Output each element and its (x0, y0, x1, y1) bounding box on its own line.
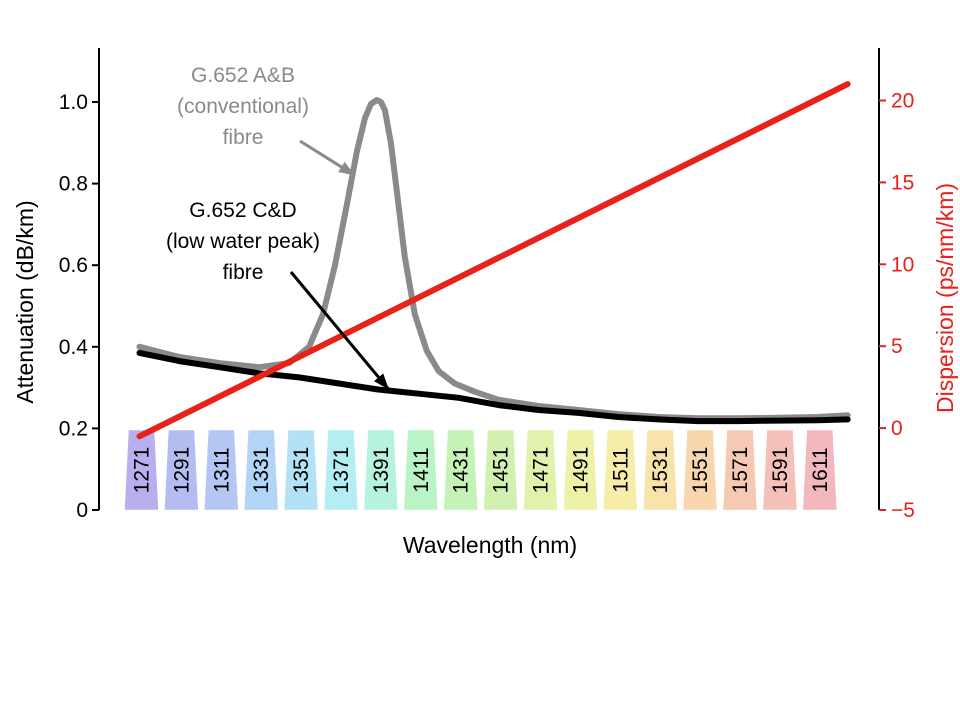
annotation-line: G.652 C&D (189, 199, 296, 222)
right-tick-label: −5 (891, 499, 915, 522)
channel-band-label: 1571 (729, 447, 752, 494)
channel-band-label: 1411 (410, 447, 433, 492)
channel-band-label: 1351 (290, 447, 313, 494)
channel-band-fill (762, 429, 798, 511)
axis-titles: Wavelength (nm) Attenuation (dB/km) Disper… (12, 183, 958, 558)
channel-band-label: 1471 (529, 447, 552, 494)
left-tick-label: 0.4 (59, 336, 89, 359)
annotation-arrow-shaft (289, 271, 391, 391)
left-tick-label: 0.6 (59, 254, 88, 277)
channel-band-fill (283, 429, 319, 511)
channel-band-fill (363, 429, 399, 511)
data-series (136, 81, 851, 440)
left-tick-label: 0.8 (59, 173, 88, 196)
channel-band: 1471 (523, 429, 558, 511)
right-tick-label: 5 (891, 335, 903, 358)
annotation-line: fibre (223, 261, 264, 284)
x-axis-title: Wavelength (nm) (403, 532, 577, 558)
right-tick-label: 0 (891, 417, 903, 440)
channel-band: 1271 (124, 429, 159, 511)
channel-band: 1551 (682, 429, 718, 511)
channel-band: 1411 (403, 429, 439, 511)
channel-band-label: 1271 (130, 447, 153, 494)
annotation: G.652 C&D (low water peak) fibre (166, 199, 391, 391)
channel-band-label: 1391 (370, 447, 393, 494)
channel-band-label: 1531 (649, 447, 672, 494)
channel-band: 1431 (443, 429, 478, 511)
channel-band-label: 1511 (609, 447, 632, 492)
annotation: G.652 A&B (conventional) fibre (177, 64, 356, 177)
annotation-line: fibre (223, 126, 264, 149)
channel-band: 1311 (204, 429, 239, 511)
left-tick-label: 0.2 (59, 417, 88, 440)
channel-band-fill (443, 429, 478, 511)
channel-band-label: 1311 (210, 447, 233, 492)
channel-band: 1291 (164, 429, 199, 511)
channel-band: 1591 (762, 429, 798, 511)
channel-band-fill (403, 429, 439, 511)
axes: 0 0.2 0.4 0.6 0.8 1.0 −5 0 5 10 15 20 (59, 48, 915, 522)
channel-band-fill (802, 429, 838, 511)
channel-band: 1531 (642, 429, 678, 511)
cwdm-channel-bands: 1271 1291 1311 1331 1351 1371 1391 1411 1431 1451… (124, 429, 838, 511)
right-axis-title: Dispersion (ps/nm/km) (932, 183, 958, 413)
right-tick-label: 20 (891, 90, 914, 113)
channel-band-label: 1591 (769, 447, 792, 494)
channel-band-label: 1491 (569, 447, 592, 494)
annotation-arrow-head (338, 161, 355, 176)
left-tick-label: 1.0 (59, 91, 88, 114)
channel-band: 1491 (563, 429, 598, 511)
channel-band-fill (682, 429, 718, 511)
channel-band-fill (603, 429, 638, 511)
annotation-line: G.652 A&B (191, 64, 295, 87)
channel-band-label: 1331 (250, 447, 273, 494)
channel-band: 1351 (283, 429, 319, 511)
channel-band-fill (204, 429, 239, 511)
right-tick-label: 15 (891, 171, 914, 194)
left-axis-title: Attenuation (dB/km) (12, 200, 38, 403)
channel-band-fill (642, 429, 678, 511)
annotation-line: (low water peak) (166, 230, 320, 253)
right-tick-label: 10 (891, 253, 914, 276)
channel-band-fill (523, 429, 558, 511)
channel-band-label: 1371 (330, 447, 353, 494)
left-tick-label: 0 (76, 499, 88, 522)
channel-band-fill (483, 429, 518, 511)
channel-band-fill (164, 429, 199, 511)
channel-band-label: 1291 (170, 447, 193, 494)
channel-band: 1611 (802, 429, 838, 511)
series-line-dispersion (136, 81, 851, 440)
annotation-arrow-head (374, 373, 389, 390)
channel-band: 1371 (323, 429, 359, 511)
channel-band-fill (243, 429, 279, 511)
channel-band-label: 1451 (490, 447, 513, 494)
channel-band: 1571 (722, 429, 758, 511)
channel-band-fill (722, 429, 758, 511)
annotation-line: (conventional) (177, 95, 309, 118)
channel-band-fill (323, 429, 359, 511)
channel-band-label: 1611 (809, 447, 832, 492)
channel-band-label: 1431 (450, 447, 473, 494)
channel-band: 1451 (483, 429, 518, 511)
annotations: G.652 A&B (conventional) fibre G.652 C&D (lo… (166, 64, 391, 391)
channel-band: 1391 (363, 429, 399, 511)
channel-band: 1331 (243, 429, 279, 511)
channel-band-fill (563, 429, 598, 511)
channel-band: 1511 (603, 429, 638, 511)
series-line-g652cd (136, 349, 851, 425)
channel-band-label: 1551 (689, 447, 712, 494)
